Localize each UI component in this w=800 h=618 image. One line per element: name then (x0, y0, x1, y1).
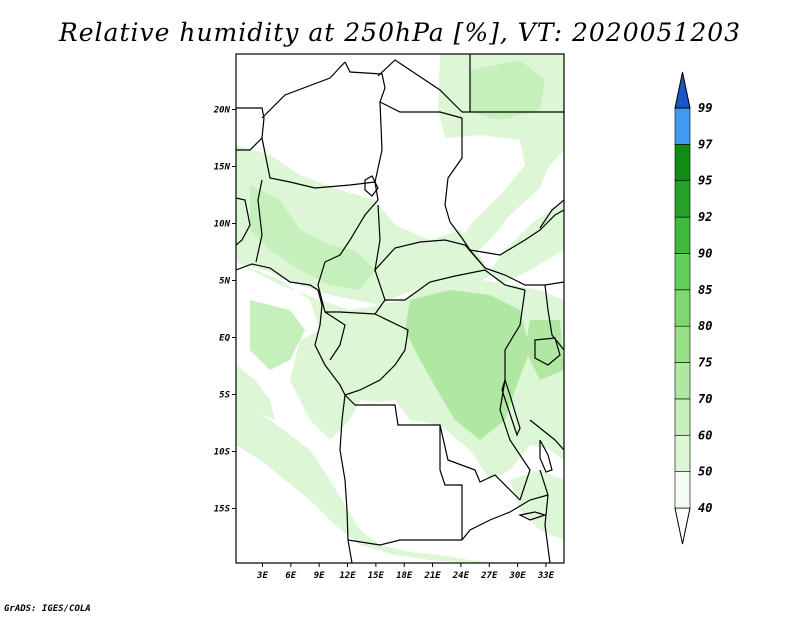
lat-tick-label: 5N (219, 277, 230, 287)
colorbar-label: 50 (698, 465, 712, 479)
grads-credit: GrADS: IGES/COLA (4, 604, 91, 614)
colorbar-segment (674, 434, 691, 472)
border-niger-chad (374, 101, 383, 201)
colorbar-label: 75 (698, 356, 712, 370)
border-chad-car (374, 204, 486, 272)
colorbar-segment (674, 325, 691, 363)
colorbar-segment (674, 289, 691, 327)
border-burkina (236, 197, 251, 246)
border-gabon (324, 311, 346, 361)
lat-tick-label: 10N (214, 220, 231, 230)
lon-tick-label: 9E (314, 571, 325, 581)
lon-tick-label: 3E (256, 571, 268, 581)
lake-kariba (518, 511, 547, 521)
colorbar-segment (674, 398, 691, 436)
country-borders (236, 54, 564, 563)
humidity-region-southeast (510, 470, 564, 540)
map-title: Relative humidity at 250hPa [%], VT: 202… (58, 18, 742, 47)
coast-central-west (314, 289, 353, 563)
lon-tick-label: 21E (423, 571, 441, 581)
border-angola-zambia (439, 425, 463, 540)
border-libya-egypt (377, 59, 463, 113)
humidity-region-east-band (490, 200, 564, 285)
border-nigeria-benin (255, 179, 263, 263)
humidity-region-angola-band (236, 400, 500, 563)
border-libya-niger (261, 61, 346, 119)
colorbar-label: 80 (698, 319, 712, 333)
lake-malawi (539, 439, 553, 473)
lon-tick-label: 27E (480, 571, 498, 581)
border-mali-niger (236, 137, 263, 151)
colorbar: 40 50 60 70 75 80 85 90 92 95 97 99 (674, 71, 713, 545)
lat-tick-label: 20N (213, 106, 231, 116)
border-tanzania (529, 419, 564, 451)
border-libya-chad (344, 61, 463, 119)
lon-tick-label: 24E (452, 571, 470, 581)
border-cameroon-congo (317, 284, 386, 315)
border-chad-sudan (444, 118, 486, 269)
colorbar-label: 99 (698, 101, 712, 115)
border-drc-east (499, 289, 531, 501)
lon-tick-label: 33E (537, 571, 555, 581)
colorbar-segment (674, 253, 691, 291)
lat-tick-label: 5S (219, 391, 230, 401)
lat-tick-label: EQ (219, 334, 230, 344)
colorbar-segment (674, 144, 691, 182)
lon-tick-label: 15E (368, 571, 385, 581)
plot-frame (235, 53, 565, 564)
border-angola-namibia (347, 539, 462, 546)
colorbar-label: 97 (698, 137, 713, 151)
colorbar-label: 90 (698, 246, 712, 260)
lake-chad (364, 175, 379, 197)
colorbar-label: 60 (698, 428, 712, 442)
border-zambia-zimbabwe (461, 494, 549, 541)
lon-tick-label: 18E (396, 571, 413, 581)
colorbar-label: 40 (698, 501, 712, 515)
border-south-sudan-uganda (484, 267, 564, 286)
border-car-drc (374, 269, 526, 301)
lon-tick-label: 12E (339, 571, 356, 581)
border-mozambique (539, 469, 551, 563)
border-algeria-mali (236, 107, 265, 139)
border-sudan-south (469, 209, 564, 256)
coast-west-africa (236, 263, 319, 291)
humidity-region-gabon (250, 300, 305, 370)
border-drc-angola (344, 394, 521, 501)
colorbar-label: 85 (698, 283, 712, 297)
colorbar-label: 95 (698, 174, 712, 188)
humidity-region-northeast-core (470, 60, 545, 120)
border-ethiopia (539, 199, 564, 229)
latitude-axis: 20N 15N 10N 5N EQ 5S 10S 15S (213, 106, 236, 515)
border-congo-drc (344, 313, 409, 396)
humidity-region-congo-core (405, 290, 530, 440)
colorbar-segment (674, 362, 691, 400)
colorbar-label: 70 (698, 392, 712, 406)
colorbar-top-arrow (674, 71, 691, 109)
lake-victoria (534, 337, 561, 366)
humidity-region-west-core (250, 185, 375, 290)
lon-tick-label: 30E (508, 571, 526, 581)
colorbar-segment (674, 180, 691, 218)
lon-tick-label: 6E (285, 571, 296, 581)
border-niger-nigeria (261, 137, 376, 189)
lake-tanganyika (501, 378, 521, 437)
humidity-region-atlantic-streak (236, 365, 275, 420)
colorbar-label: 92 (698, 210, 712, 224)
colorbar-bottom-arrow (674, 507, 691, 545)
colorbar-segment (674, 471, 691, 509)
colorbar-segment (674, 107, 691, 145)
border-uganda-kenya (544, 284, 564, 351)
humidity-region-lake-victoria-area (525, 320, 564, 380)
lat-tick-label: 15S (214, 505, 231, 515)
border-nigeria-cameroon (317, 199, 379, 286)
colorbar-segment (674, 216, 691, 254)
lat-tick-label: 15N (214, 163, 231, 173)
humidity-field (236, 54, 564, 563)
lat-tick-label: 10S (214, 448, 231, 458)
longitude-axis: 3E 6E 9E 12E 15E 18E 21E 24E 27E 30E 33E (256, 563, 555, 581)
